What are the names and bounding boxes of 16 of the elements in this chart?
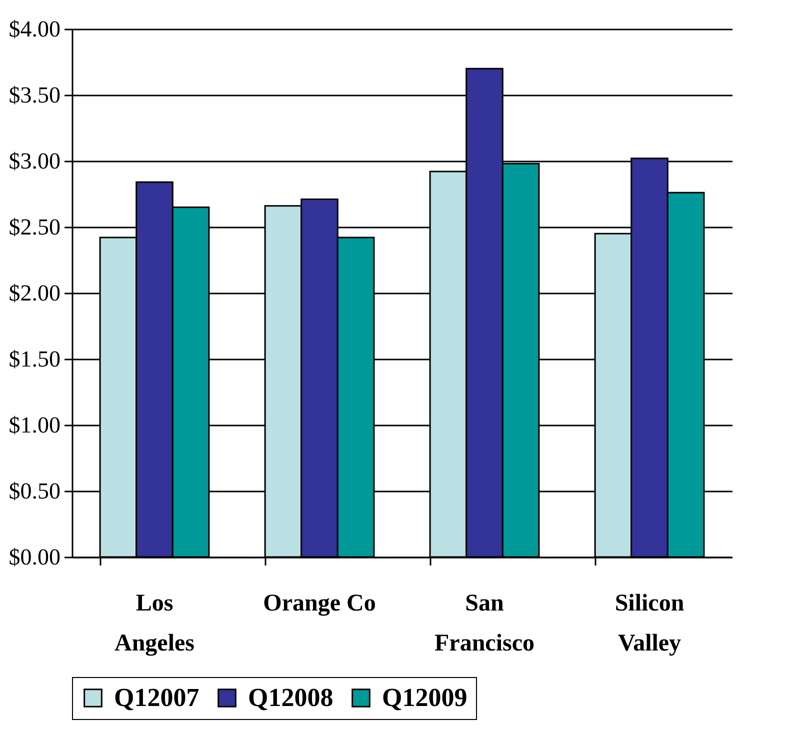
y-tick-label: $3.50 (8, 82, 60, 108)
x-tick-label: Los Angeles (114, 590, 194, 656)
y-tick-label: $3.00 (8, 148, 60, 174)
y-tick-label: $1.50 (8, 346, 60, 372)
x-tick-label: Silicon Valley (614, 590, 684, 656)
y-tick-label: $2.50 (8, 214, 60, 240)
y-tick-label: $1.00 (8, 412, 60, 438)
y-tick-label: $0.50 (8, 478, 60, 504)
y-tick-label: $2.00 (8, 280, 60, 306)
x-tick-label: Orange Co (263, 590, 376, 616)
legend-label: Q12009 (382, 683, 468, 712)
x-tick-label: San Francisco (434, 590, 534, 656)
legend-label: Q12007 (114, 683, 200, 712)
y-tick-label: $0.00 (8, 544, 60, 570)
legend-label: Q12008 (248, 683, 334, 712)
y-tick-label: $4.00 (8, 16, 60, 42)
